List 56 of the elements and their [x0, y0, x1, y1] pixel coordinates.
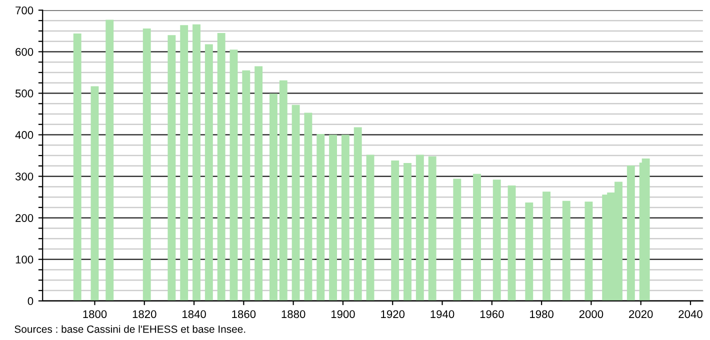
bar [204, 44, 213, 301]
bar [192, 24, 200, 301]
bar [508, 185, 516, 301]
x-tick-label: 1820 [132, 310, 156, 318]
bar [316, 134, 325, 301]
y-tick-label: 500 [15, 90, 34, 98]
bar [366, 154, 374, 301]
bar [391, 160, 400, 301]
bar [242, 70, 250, 301]
x-tick-label: 2020 [629, 310, 653, 318]
bar [341, 134, 350, 301]
bar [217, 33, 226, 301]
bar [453, 178, 462, 301]
x-tick-label: 1940 [430, 310, 454, 318]
bar [106, 20, 114, 301]
bar [168, 35, 176, 301]
bar [279, 80, 288, 301]
x-tick-label: 1860 [232, 310, 256, 318]
x-tick-label: 2040 [678, 310, 702, 318]
bar [416, 154, 424, 301]
x-tick-label: 1900 [331, 310, 355, 318]
x-tick-label: 1980 [530, 310, 554, 318]
bar [180, 25, 188, 301]
x-tick-label: 1920 [381, 310, 405, 318]
y-tick-label: 0 [28, 297, 34, 306]
bar [254, 66, 263, 301]
bar [428, 156, 436, 301]
x-tick-label: 1840 [182, 310, 206, 318]
x-tick-label: 2000 [579, 310, 604, 318]
bar [230, 50, 238, 301]
bar [329, 134, 338, 301]
bar [304, 112, 312, 301]
y-tick-label: 100 [16, 256, 34, 264]
x-tick-label: 1880 [282, 310, 306, 318]
bar [542, 192, 550, 301]
bar [269, 94, 278, 301]
bar [292, 104, 300, 301]
bar [90, 86, 99, 301]
y-tick-label: 600 [16, 48, 34, 56]
bar [584, 202, 593, 301]
bar [404, 163, 412, 301]
source-note: Sources : base Cassini de l'EHESS et base Insee. [14, 325, 246, 333]
bar [626, 166, 635, 301]
y-tick-label: 300 [15, 172, 34, 180]
bar [525, 202, 534, 301]
bar [473, 174, 481, 301]
bar [142, 28, 151, 301]
x-tick-label: 1800 [83, 310, 107, 318]
y-tick-label: 700 [16, 6, 34, 14]
y-tick-label: 200 [16, 214, 34, 222]
bar [73, 33, 82, 301]
x-tick-label: 1960 [480, 310, 504, 318]
y-tick-label: 400 [15, 131, 34, 139]
bar [562, 200, 570, 301]
bar [354, 127, 362, 301]
bar [492, 180, 501, 301]
